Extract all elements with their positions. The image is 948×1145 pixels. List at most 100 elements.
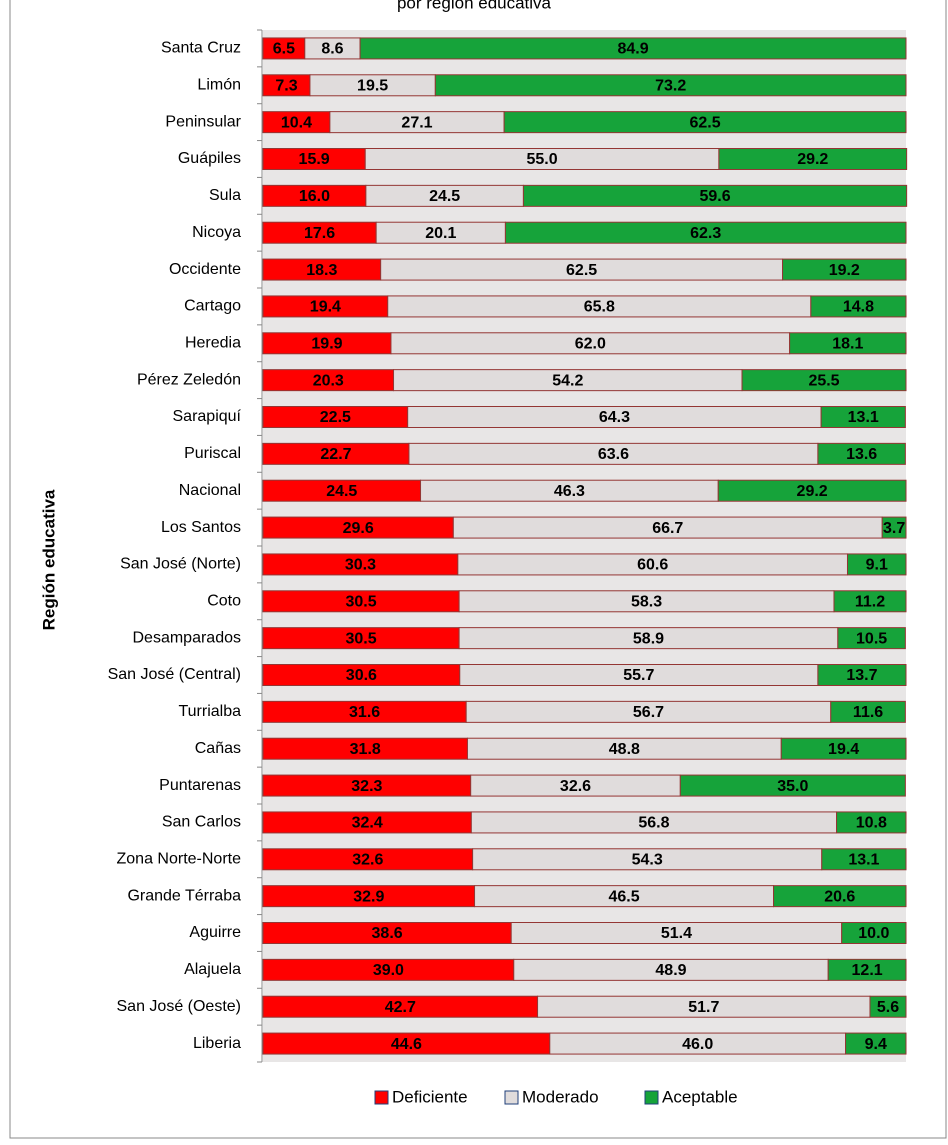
y-tick-label: Coto [207, 593, 241, 610]
y-tick-label: San José (Norte) [120, 556, 241, 573]
data-label: 10.4 [281, 114, 312, 131]
data-label: 29.2 [797, 483, 828, 500]
legend-label: Deficiente [392, 1087, 468, 1106]
bar-segment [780, 737, 907, 760]
data-label: 13.1 [848, 409, 879, 426]
data-label: 19.4 [828, 741, 859, 758]
y-tick-label: Liberia [193, 1035, 241, 1052]
data-label: 9.1 [866, 557, 888, 574]
bar-segment [773, 885, 907, 908]
y-tick-label: Peninsular [165, 113, 241, 130]
y-tick-label: Nacional [179, 482, 241, 499]
data-label: 30.6 [346, 667, 377, 684]
bar-segment [817, 664, 907, 686]
data-label: 30.3 [345, 557, 376, 574]
bar-segment [679, 774, 906, 797]
bar-segment [817, 442, 906, 465]
data-label: 6.5 [273, 41, 295, 58]
bar-segment [841, 922, 907, 944]
data-label: 46.5 [608, 888, 639, 905]
data-label: 3.7 [883, 520, 905, 537]
legend-swatch [504, 1090, 519, 1105]
y-tick-label: Nicoya [192, 224, 241, 241]
bar-segment [741, 369, 907, 392]
data-label: 51.4 [661, 925, 692, 942]
data-label: 29.6 [343, 520, 374, 537]
data-label: 13.1 [848, 852, 879, 869]
data-label: 48.8 [609, 741, 640, 758]
y-tick-label: Aguirre [189, 924, 241, 941]
data-label: 19.2 [829, 262, 860, 279]
bar-segment [833, 590, 907, 613]
y-tick-label: Puriscal [184, 445, 241, 462]
data-label: 19.4 [310, 299, 341, 316]
bar-segment [810, 295, 907, 318]
y-tick-label: Sula [209, 187, 241, 204]
legend-label: Aceptable [662, 1087, 738, 1106]
data-label: 10.5 [856, 630, 887, 647]
data-label: 15.9 [299, 151, 330, 168]
data-label: 30.5 [345, 630, 376, 647]
data-label: 32.3 [351, 778, 382, 795]
bar-segment [869, 995, 907, 1018]
data-label: 18.3 [306, 262, 337, 279]
data-label: 20.3 [313, 372, 344, 389]
plot-area [263, 30, 906, 1062]
data-label: 8.6 [321, 41, 343, 58]
y-tick-label: Occidente [169, 261, 241, 278]
data-label: 64.3 [599, 409, 630, 426]
bar-segment [782, 258, 907, 281]
data-label: 35.0 [777, 778, 808, 795]
y-tick-label: San José (Central) [108, 666, 241, 683]
bar-segment [836, 811, 907, 834]
data-label: 44.6 [391, 1036, 422, 1053]
bar-segment [830, 700, 906, 723]
data-label: 46.0 [682, 1036, 713, 1053]
data-label: 66.7 [652, 520, 683, 537]
data-label: 51.7 [688, 999, 719, 1016]
bar-segment [434, 74, 907, 97]
data-label: 16.0 [299, 188, 330, 205]
data-label: 60.6 [637, 557, 668, 574]
data-label: 27.1 [401, 114, 432, 131]
data-label: 11.2 [855, 594, 885, 611]
data-label: 25.5 [808, 372, 839, 389]
data-label: 84.9 [617, 41, 648, 58]
bar-segment [522, 184, 908, 207]
data-label: 65.8 [584, 299, 615, 316]
y-tick-label: Heredia [185, 335, 241, 352]
data-label: 5.6 [877, 999, 899, 1016]
y-tick-label: Los Santos [161, 519, 241, 536]
data-label: 46.3 [554, 483, 585, 500]
y-axis-label: Región educativa [39, 489, 58, 630]
data-label: 54.3 [632, 852, 663, 869]
data-label: 32.4 [352, 815, 383, 832]
legend-swatch [644, 1090, 659, 1105]
data-label: 18.1 [832, 336, 863, 353]
bar-segment [503, 111, 907, 134]
data-label: 56.7 [633, 704, 664, 721]
data-label: 56.8 [638, 815, 669, 832]
data-label: 55.0 [526, 151, 557, 168]
data-label: 55.7 [623, 667, 654, 684]
data-label: 62.0 [575, 336, 606, 353]
data-label: 20.6 [824, 888, 855, 905]
y-tick-label: Turrialba [178, 703, 241, 720]
data-label: 24.5 [429, 188, 460, 205]
data-label: 29.2 [797, 151, 828, 168]
bar-segment [359, 37, 907, 60]
bar-segment [821, 848, 907, 871]
data-label: 10.0 [858, 925, 889, 942]
data-label: 24.5 [326, 483, 357, 500]
chart-title: por región educativa [397, 0, 552, 12]
bar-segment [820, 406, 906, 428]
data-label: 31.8 [350, 741, 381, 758]
data-label: 19.9 [311, 336, 342, 353]
y-tick-label: Sarapiquí [173, 408, 242, 425]
data-label: 31.6 [349, 704, 380, 721]
y-tick-label: Guápiles [178, 150, 241, 167]
y-tick-label: Puntarenas [159, 777, 241, 794]
data-label: 17.6 [304, 225, 335, 242]
